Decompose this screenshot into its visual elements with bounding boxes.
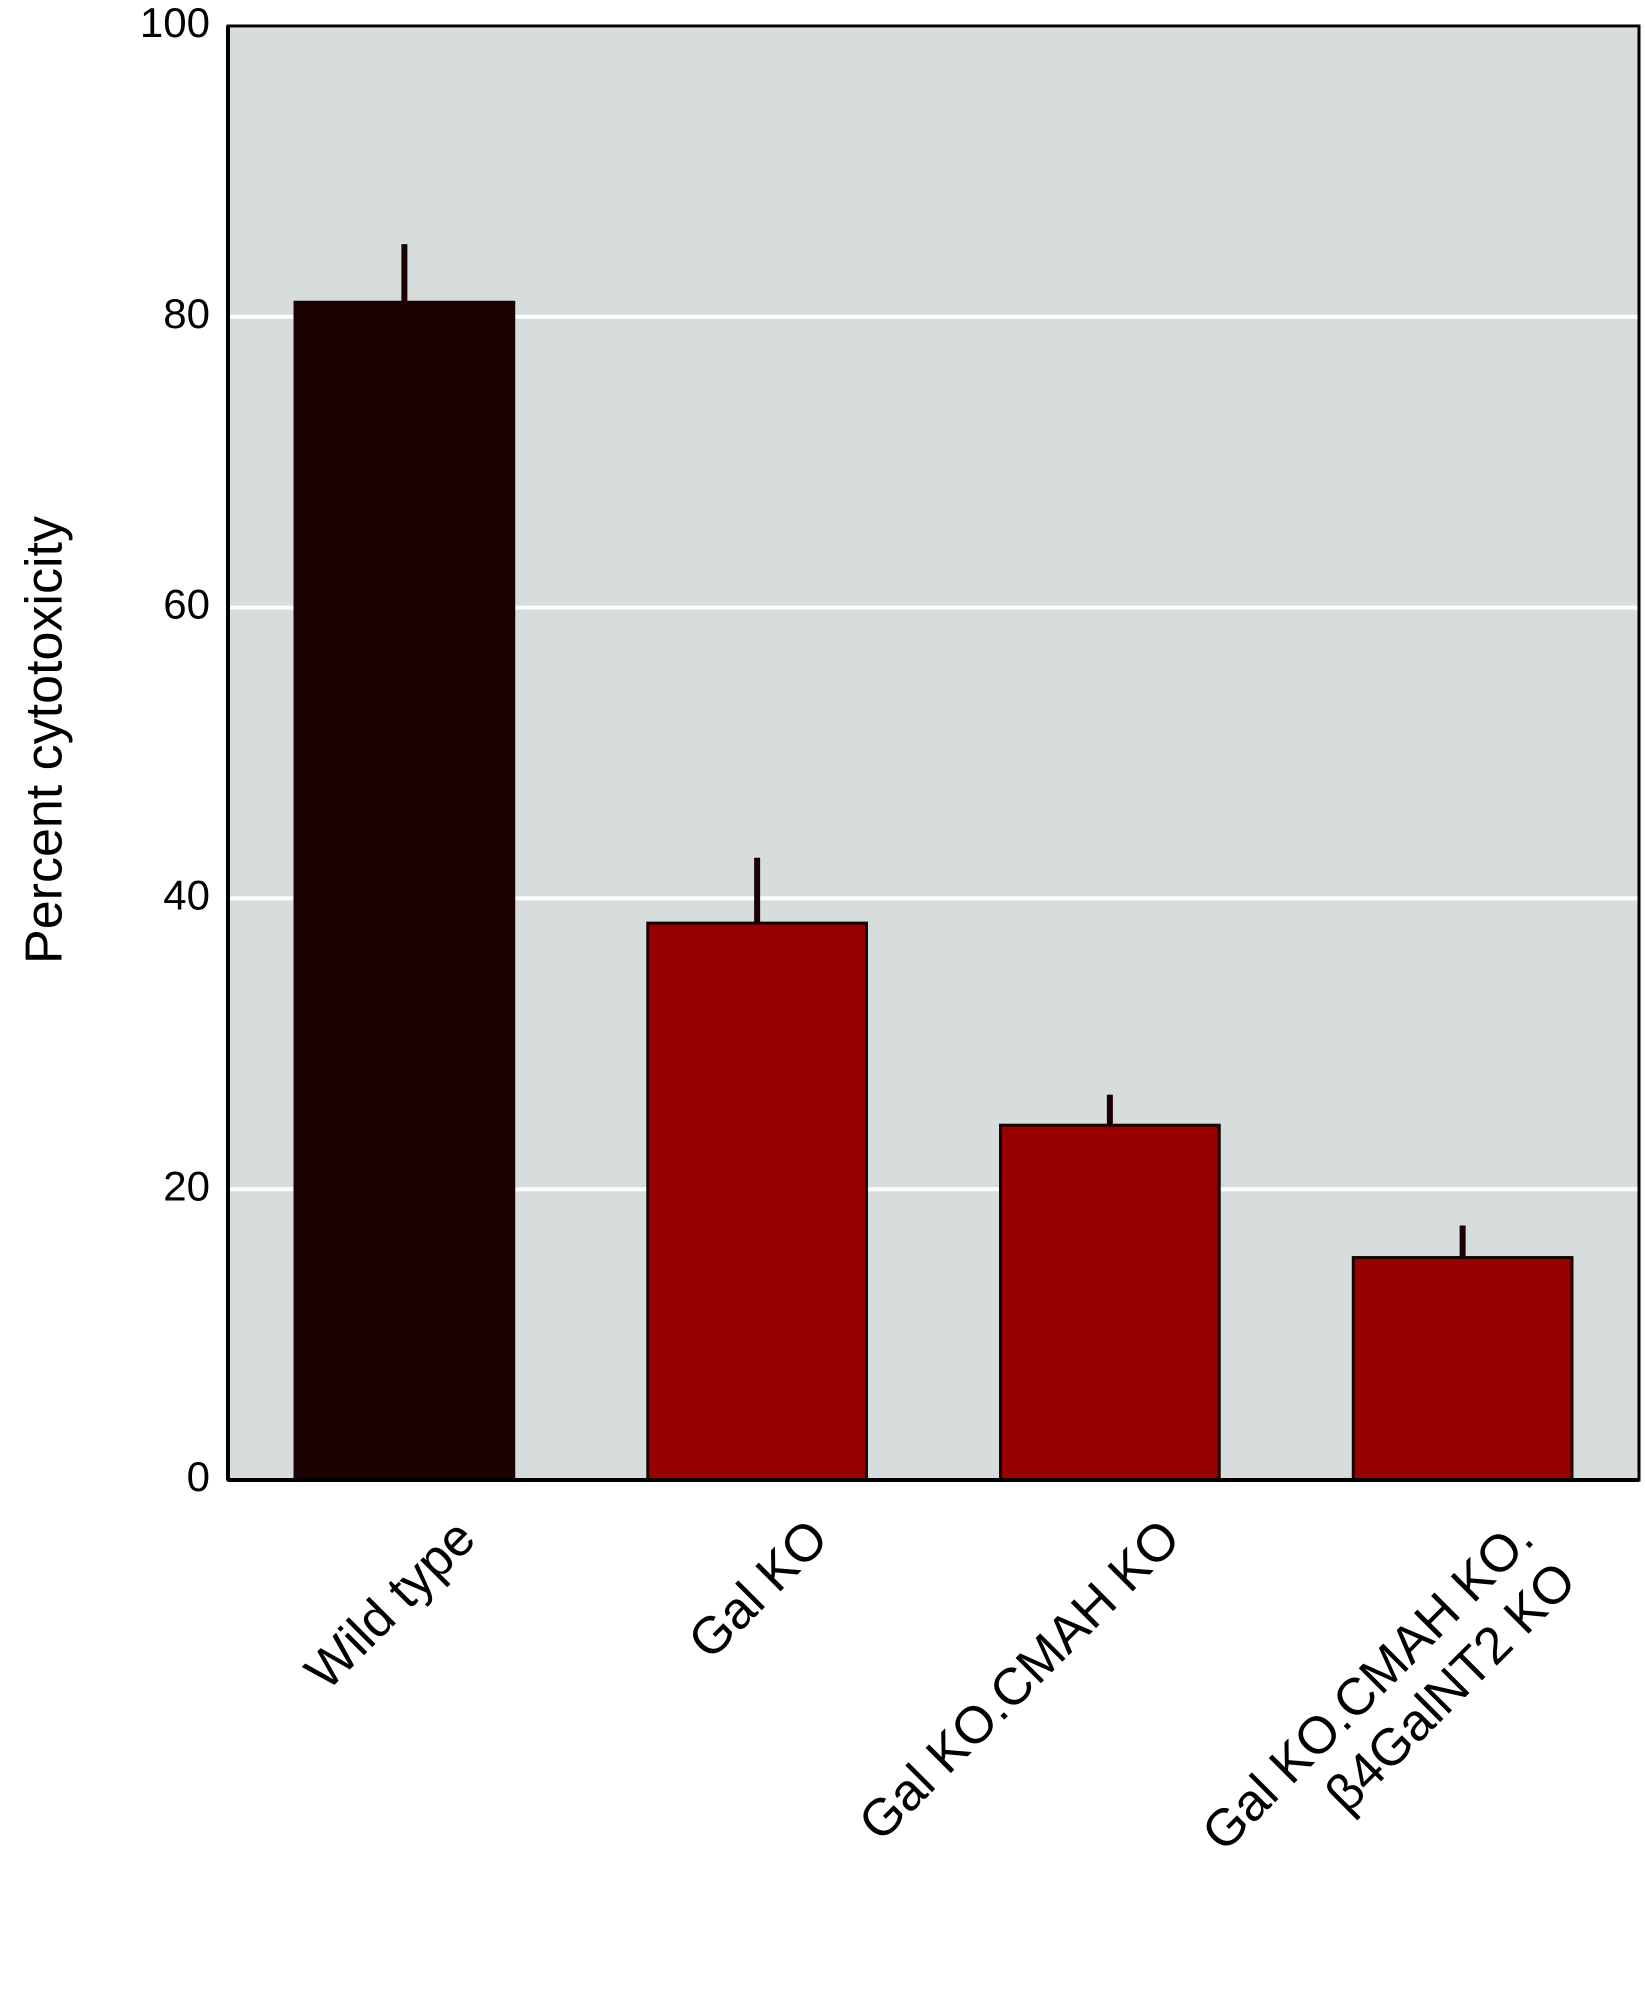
bar [999,1123,1221,1482]
bar [1351,1256,1574,1482]
y-tick-label: 80 [163,290,210,337]
y-axis-label: Percent cytotoxicity [16,516,74,964]
y-tick-label: 40 [163,871,210,918]
y-tick-label: 20 [163,1162,210,1209]
y-tick-label: 0 [187,1453,210,1500]
y-tick-label: 100 [140,0,210,46]
bar [646,921,868,1482]
bar [293,300,516,1482]
y-tick-label: 60 [163,581,210,628]
